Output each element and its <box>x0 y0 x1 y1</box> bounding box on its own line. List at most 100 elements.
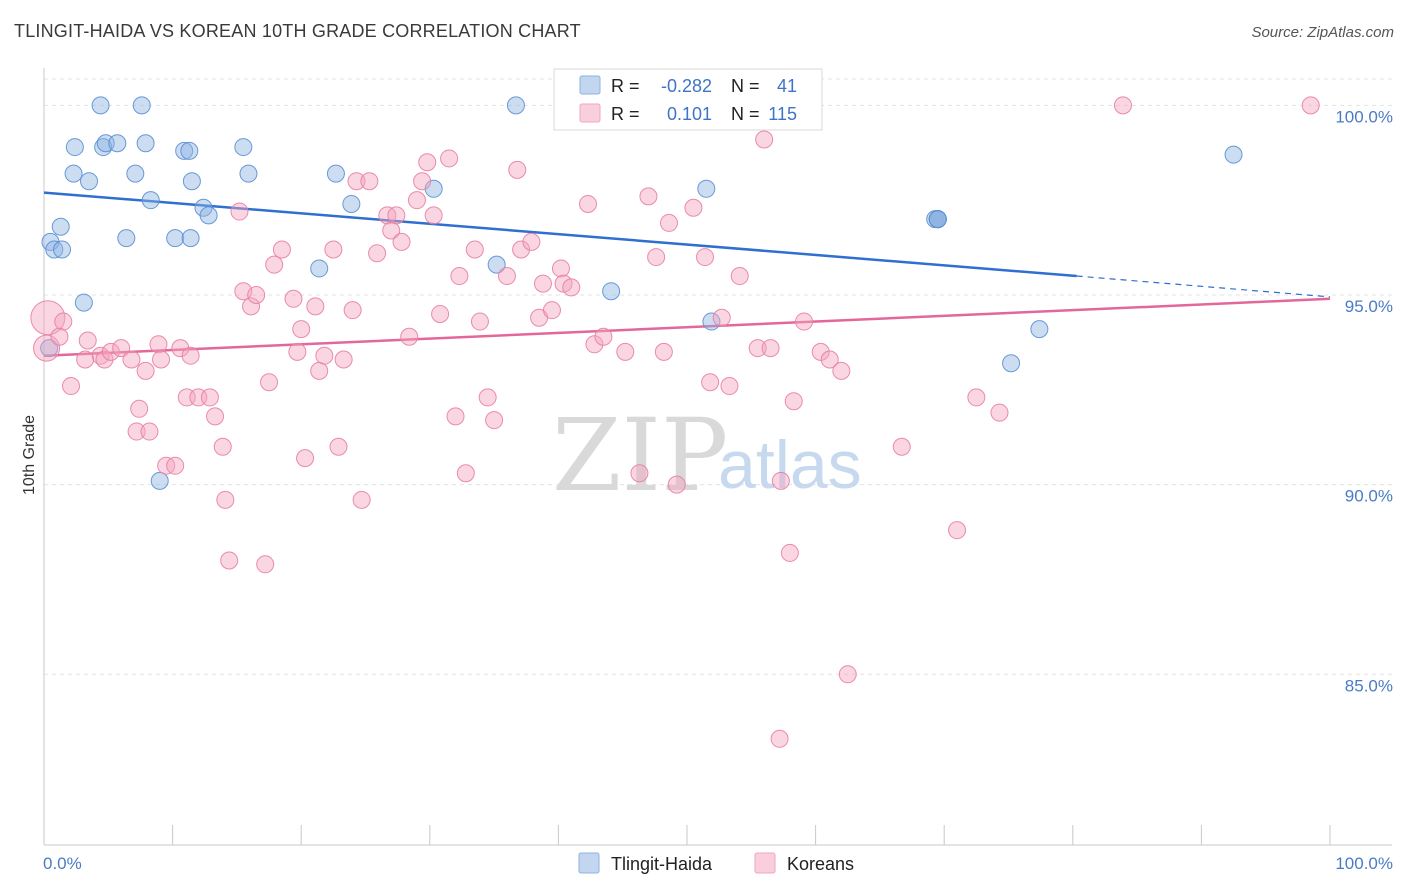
point-korean-82 <box>594 327 613 346</box>
point-tlingit-31 <box>506 96 525 115</box>
point-korean-98 <box>761 339 780 358</box>
point-korean-64 <box>450 267 469 286</box>
trend-line-tlingit-haida <box>43 191 1077 278</box>
point-korean-59 <box>418 153 437 172</box>
point-korean-28 <box>220 551 239 570</box>
point-tlingit-16 <box>141 191 160 210</box>
legend-swatch-tlingit-haida <box>579 75 601 95</box>
x-tick-label-100: 100.0% <box>1335 854 1393 873</box>
point-korean-43 <box>315 346 334 365</box>
point-korean-2 <box>54 312 73 331</box>
point-korean-42 <box>310 361 329 380</box>
legend-series: Tlingit-Haida Koreans <box>578 852 854 874</box>
point-korean-86 <box>647 248 666 267</box>
data-points <box>30 96 1320 748</box>
point-korean-105 <box>832 361 851 380</box>
trend-lines <box>43 191 1331 357</box>
point-korean-16 <box>149 335 168 354</box>
point-korean-66 <box>465 240 484 259</box>
point-korean-25 <box>206 407 225 426</box>
point-korean-89 <box>667 475 686 494</box>
series-tlingit-haida <box>40 96 1243 490</box>
point-korean-101 <box>784 392 803 411</box>
point-korean-63 <box>446 407 465 426</box>
point-korean-61 <box>431 304 450 323</box>
legend-r-label-2: R = <box>611 104 640 124</box>
point-korean-51 <box>368 244 387 263</box>
point-korean-96 <box>748 339 767 358</box>
point-tlingit-32 <box>602 282 621 301</box>
point-korean-87 <box>654 342 673 361</box>
point-tlingit-41 <box>181 229 200 248</box>
point-tlingit-17 <box>117 229 136 248</box>
point-korean-9 <box>101 342 120 361</box>
point-tlingit-28 <box>342 194 361 213</box>
point-korean-58 <box>413 172 432 191</box>
point-korean-4 <box>78 331 97 350</box>
point-tlingit-6 <box>64 164 83 183</box>
point-korean-106 <box>838 665 857 684</box>
point-korean-95 <box>730 267 749 286</box>
point-korean-108 <box>770 729 789 748</box>
y-tick-label-2: 90.0% <box>1345 487 1393 506</box>
point-korean-93 <box>712 308 731 327</box>
point-korean-44 <box>324 240 343 259</box>
point-korean-29 <box>230 202 249 221</box>
point-tlingit-25 <box>239 164 258 183</box>
point-korean-54 <box>387 206 406 225</box>
point-tlingit-30 <box>487 255 506 274</box>
point-tlingit-24 <box>234 138 253 157</box>
point-korean-32 <box>247 286 266 304</box>
point-tlingit-43 <box>1002 354 1021 373</box>
legend-bottom-swatch-koreans <box>754 852 776 874</box>
point-korean-45 <box>329 437 348 456</box>
point-korean-7 <box>76 350 95 369</box>
point-korean-104 <box>820 350 839 369</box>
point-tlingit-13 <box>108 134 127 153</box>
point-korean-46 <box>334 350 353 369</box>
point-korean-21 <box>181 346 200 365</box>
point-korean-49 <box>352 490 371 509</box>
legend-n-label-2: N = <box>731 104 760 124</box>
point-korean-99 <box>771 471 790 490</box>
point-tlingit-19 <box>175 141 194 160</box>
point-korean-20 <box>171 339 190 358</box>
point-korean-47 <box>343 301 362 320</box>
point-korean-12 <box>130 399 149 418</box>
point-korean-13 <box>127 422 146 441</box>
point-tlingit-9 <box>91 96 110 115</box>
point-korean-69 <box>485 411 504 430</box>
legend-n-label-1: N = <box>731 76 760 96</box>
point-tlingit-4 <box>40 339 59 358</box>
point-korean-26 <box>213 437 232 456</box>
point-korean-8 <box>95 350 114 369</box>
point-korean-57 <box>407 191 426 210</box>
point-korean-67 <box>470 312 489 331</box>
point-tlingit-8 <box>65 138 84 157</box>
point-korean-39 <box>292 320 311 339</box>
point-tlingit-45 <box>1224 145 1243 164</box>
point-korean-77 <box>551 259 570 278</box>
point-korean-112 <box>1301 96 1320 115</box>
point-korean-31 <box>242 297 261 316</box>
point-korean-91 <box>696 248 715 267</box>
point-korean-83 <box>616 342 635 361</box>
point-korean-79 <box>562 278 581 297</box>
point-korean-75 <box>533 274 552 293</box>
point-korean-11 <box>122 350 141 369</box>
trend-line-koreans <box>43 297 1331 357</box>
point-korean-40 <box>296 449 315 468</box>
point-korean-55 <box>392 232 411 251</box>
point-tlingit-21 <box>182 172 201 191</box>
point-korean-18 <box>157 456 176 475</box>
point-korean-34 <box>256 555 275 574</box>
y-tick-label-1: 95.0% <box>1345 297 1393 316</box>
legend-bottom-label-koreans: Koreans <box>787 854 854 874</box>
point-korean-33 <box>260 373 279 392</box>
point-tlingit-42 <box>150 471 169 490</box>
point-korean-14 <box>140 422 159 441</box>
legend-stats: R = -0.282 N = 41 R = 0.101 N = 115 <box>553 68 823 131</box>
legend-r-value-2: 0.101 <box>667 104 712 124</box>
y-tick-label-3: 85.0% <box>1345 676 1393 695</box>
